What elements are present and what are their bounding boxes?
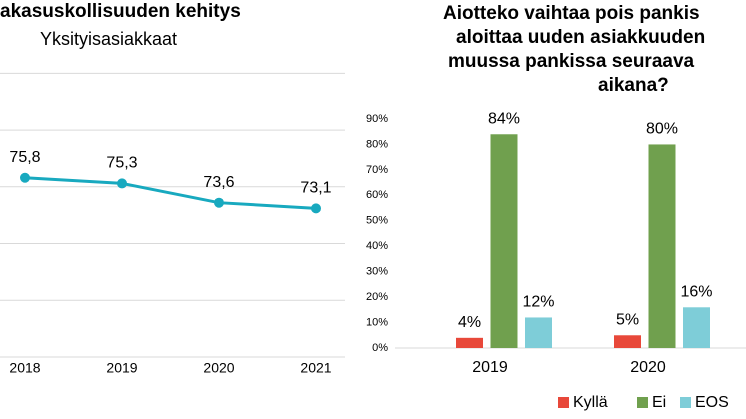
data-label: 75,3 — [106, 155, 137, 172]
data-label: 16% — [680, 284, 712, 301]
y-tick-label: 70% — [366, 164, 388, 176]
y-tick-label: 50% — [366, 215, 388, 227]
bar — [648, 144, 676, 348]
bar — [525, 317, 552, 348]
chart-title: aikana? — [598, 75, 669, 96]
y-tick-label: 20% — [366, 291, 388, 303]
x-tick-label: 2021 — [300, 360, 331, 376]
y-tick-label: 30% — [366, 266, 388, 278]
x-tick-label: 2020 — [630, 359, 666, 376]
bar — [490, 134, 518, 348]
legend-swatch — [558, 397, 569, 408]
data-label: 73,6 — [203, 174, 234, 191]
marker — [311, 203, 321, 214]
x-tick-label: 2020 — [203, 360, 234, 376]
x-tick-label: 2019 — [106, 360, 137, 376]
marker — [214, 197, 224, 208]
y-tick-label: 40% — [366, 240, 388, 252]
chart-title: Aiotteko vaihtaa pois pankis — [443, 3, 700, 24]
legend-label: Ei — [652, 394, 666, 411]
chart-title: aloittaa uuden asiakkuuden — [456, 27, 705, 48]
data-label: 84% — [488, 110, 520, 127]
y-tick-label: 60% — [366, 189, 388, 201]
bar — [456, 337, 483, 348]
x-tick-label: 2018 — [9, 360, 40, 376]
data-label: 4% — [458, 314, 481, 331]
marker — [20, 172, 30, 183]
data-label: 75,8 — [9, 149, 40, 166]
y-tick-label: 10% — [366, 316, 388, 328]
bar — [614, 335, 641, 348]
data-label: 5% — [616, 311, 639, 328]
y-tick-label: 0% — [372, 342, 388, 354]
data-label: 73,1 — [300, 180, 331, 197]
legend-label: Kyllä — [573, 394, 608, 411]
legend-swatch — [680, 397, 691, 408]
chart-title: akasuskollisuuden kehitys — [0, 1, 241, 22]
line — [24, 176, 317, 210]
data-label: 12% — [522, 294, 554, 311]
y-tick-label: 80% — [366, 138, 388, 150]
bar — [683, 307, 710, 348]
x-tick-label: 2019 — [472, 359, 508, 376]
chart-subtitle: Yksityisasiakkaat — [40, 29, 177, 49]
data-label: 80% — [646, 121, 678, 138]
chart-title: muussa pankissa seuraava — [448, 51, 695, 72]
legend-label: EOS — [695, 394, 729, 411]
legend-swatch — [637, 397, 648, 408]
y-tick-label: 90% — [366, 113, 388, 125]
marker — [117, 178, 127, 189]
